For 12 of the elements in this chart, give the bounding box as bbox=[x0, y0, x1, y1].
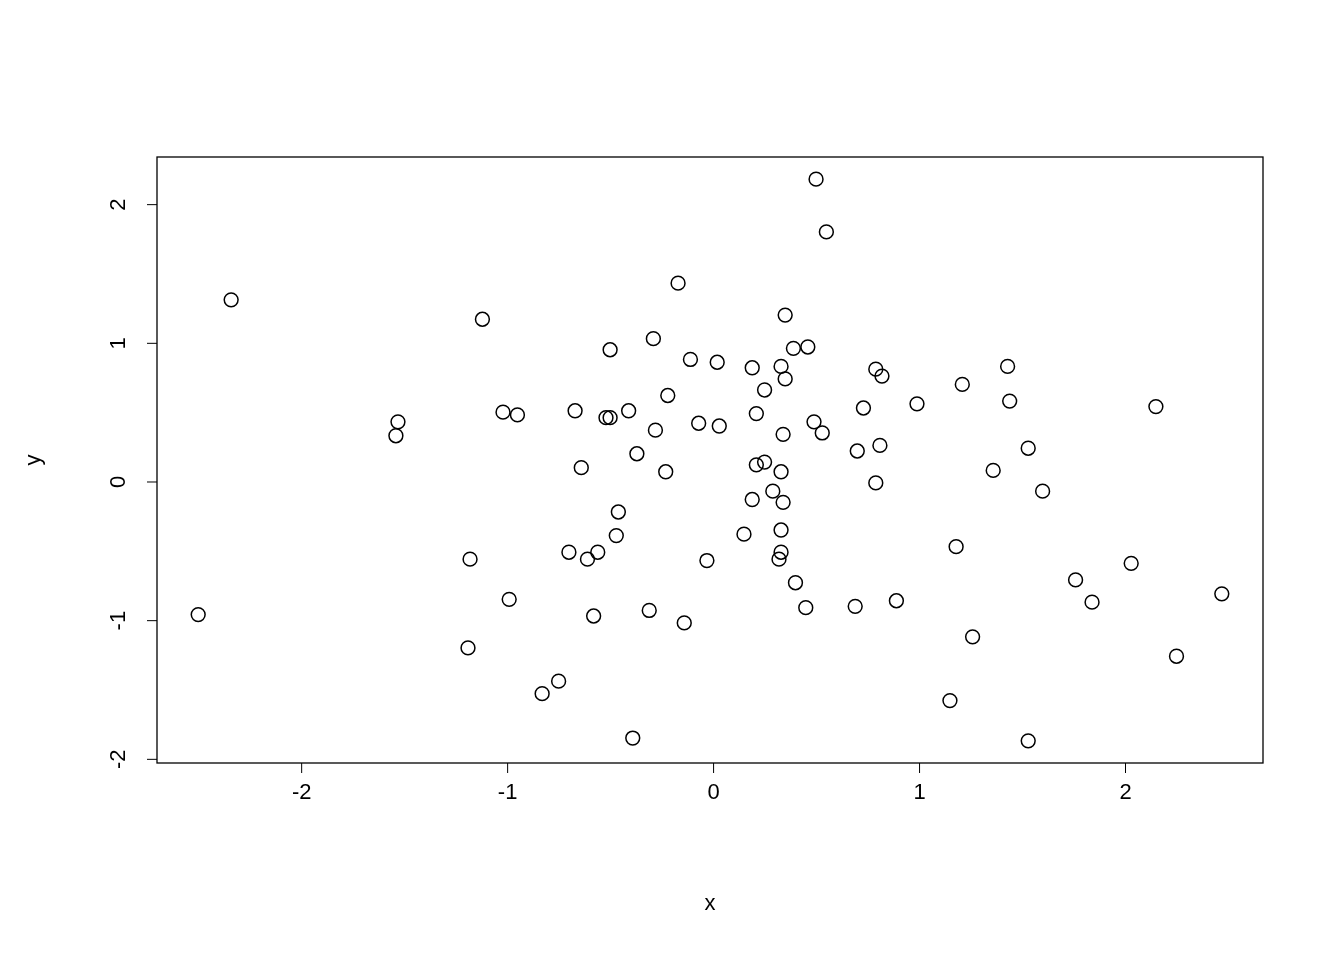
y-tick-label: -1 bbox=[105, 610, 130, 631]
y-tick-label: -2 bbox=[105, 749, 130, 770]
x-tick-label: 1 bbox=[913, 778, 926, 804]
x-tick-label: -1 bbox=[497, 778, 518, 804]
x-tick-label: -2 bbox=[291, 778, 312, 804]
y-tick-label: 0 bbox=[105, 475, 130, 489]
x-tick-label: 0 bbox=[707, 778, 720, 804]
y-axis-title: y bbox=[20, 454, 45, 466]
x-tick-label: 2 bbox=[1119, 778, 1132, 804]
x-axis-title: x bbox=[704, 890, 716, 915]
y-tick-label: 1 bbox=[105, 337, 130, 350]
y-tick-label: 2 bbox=[105, 198, 130, 211]
